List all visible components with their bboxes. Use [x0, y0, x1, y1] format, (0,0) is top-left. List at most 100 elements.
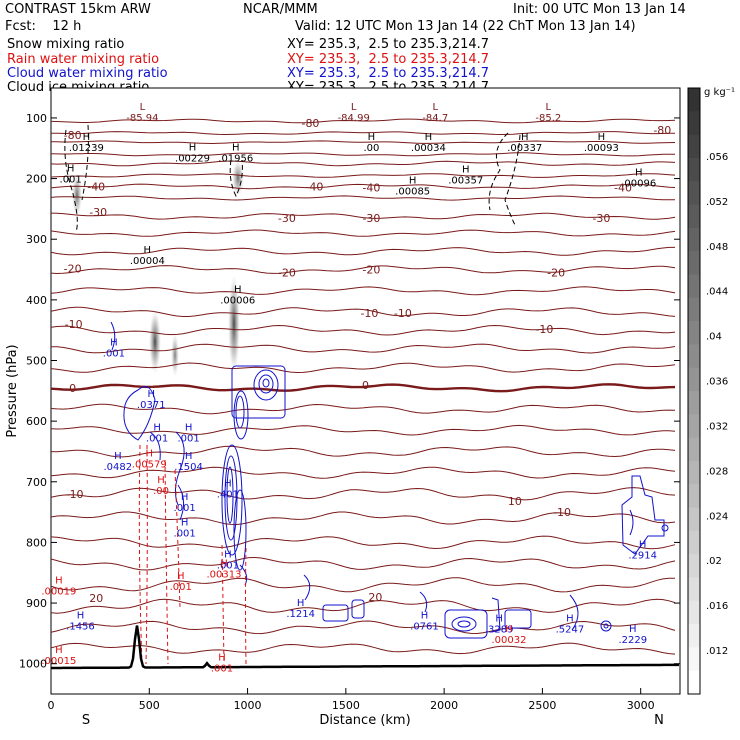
colorbar-swatch	[688, 157, 700, 182]
colorbar-swatch	[688, 251, 700, 275]
colorbar-swatch	[688, 297, 700, 322]
colorbar-label: .016	[706, 601, 728, 612]
extremum-value: .00034	[411, 143, 446, 154]
extremum-marker: H	[55, 576, 63, 587]
colorbar-swatch	[688, 670, 700, 695]
x-tick-label: 1000	[234, 699, 262, 712]
extremum-value: .00313	[206, 570, 241, 581]
cloud-contour	[231, 365, 286, 419]
colorbar-swatch	[688, 134, 700, 159]
y-tick-label: 600	[26, 415, 47, 428]
cloud-contour	[569, 594, 579, 631]
contour-labels: -80 -80 -80 -40 -40 -40 -40 -30 -30 -30 -30 -20 -20 -…	[41, 102, 671, 675]
colorbar-swatch	[688, 391, 700, 415]
xy-rain: XY= 235.3, 2.5 to 235.3,214.7	[287, 52, 490, 67]
ice-contour	[229, 159, 243, 198]
cloud-contour	[253, 369, 279, 401]
isotherm-label: -10	[553, 506, 571, 519]
terrain-line	[51, 625, 679, 670]
extremum-value: .00	[153, 486, 169, 497]
extremum-value: .001	[146, 433, 168, 444]
y-tick-label: 500	[26, 355, 47, 368]
title-center: NCAR/MMM	[243, 2, 318, 17]
x-axis-label: Distance (km)	[319, 713, 410, 728]
cloud-contour	[419, 591, 428, 613]
isotherm	[51, 577, 676, 593]
isotherm	[51, 445, 676, 458]
cloud-contour	[457, 620, 471, 628]
x-tick-label: 2000	[430, 699, 458, 712]
isotherm-label: 20	[89, 592, 103, 605]
extremum-value: .001	[174, 529, 196, 540]
ice-contour	[64, 124, 89, 233]
extremum-marker: L	[432, 102, 438, 113]
isotherm-label: -20	[64, 262, 82, 275]
y-tick-label: 100	[26, 112, 47, 125]
colorbar-label: .04	[706, 332, 722, 343]
rain-contour	[174, 469, 181, 609]
x-axis: 0 500 1000 1500 2000 2500 3000	[48, 688, 655, 712]
extremum-value: -85.94	[126, 113, 158, 124]
extremum-value: .001	[177, 433, 199, 444]
snow-shading	[72, 160, 244, 377]
extremum-value: .00	[363, 143, 379, 154]
extremum-value: .0761	[410, 621, 439, 632]
cloud-contour	[226, 466, 234, 524]
rain-contours	[138, 444, 247, 665]
cloud-water-contours	[110, 321, 669, 639]
colorbar-swatch	[688, 344, 700, 369]
extremum-value: .00229	[175, 154, 210, 165]
isotherm	[51, 343, 676, 354]
extremum-marker: H	[83, 132, 91, 143]
title-left: CONTRAST 15km ARW	[5, 2, 151, 17]
extremum-marker: H	[147, 389, 155, 400]
isotherm-label: -30	[362, 212, 380, 225]
south-label: S	[82, 713, 90, 728]
extremum-marker: H	[232, 143, 240, 154]
y-tick-label: 1000	[19, 658, 47, 671]
cloud-contour	[110, 321, 116, 351]
isotherm	[51, 487, 676, 501]
extremum-marker: H	[181, 492, 189, 503]
extremum-value: -85.2	[535, 113, 561, 124]
isotherm-label: -30	[278, 212, 296, 225]
isotherm	[51, 286, 676, 296]
extremum-marker: H	[521, 132, 529, 143]
extremum-value: .2229	[619, 635, 648, 646]
colorbar-swatch	[688, 204, 700, 229]
extremum-marker: H	[114, 451, 122, 462]
colorbar-swatch	[688, 507, 700, 532]
extremum-value: .001	[170, 582, 192, 593]
y-axis-label: Pressure (hPa)	[5, 344, 20, 437]
cloud-contour	[661, 524, 669, 532]
isotherm	[51, 265, 676, 275]
cloud-contour	[322, 604, 349, 622]
cloud-contour	[177, 484, 184, 521]
colorbar-label: .028	[706, 466, 728, 477]
extremum-value: .00019	[41, 587, 76, 598]
colorbar-swatch	[688, 181, 700, 206]
isotherm-label: 20	[368, 591, 382, 604]
isotherm	[51, 160, 676, 167]
extremum-marker: H	[185, 451, 193, 462]
temperature-isotherms	[51, 118, 676, 655]
isotherm-label: -30	[592, 212, 610, 225]
extremum-marker: H	[153, 422, 161, 433]
extremum-value: .001	[217, 561, 239, 572]
colorbar-label: .052	[706, 197, 728, 208]
isotherm-label: -20	[362, 264, 380, 277]
isotherm-label: 10	[508, 495, 522, 508]
cloud-contour	[262, 378, 270, 388]
extremum-value: .0482	[104, 462, 133, 473]
isotherm	[51, 246, 675, 256]
cloud-contour	[123, 386, 156, 441]
rain-contour	[164, 459, 169, 665]
snow-plume	[149, 310, 161, 374]
rain-contour	[221, 544, 225, 665]
extremum-marker: H	[368, 132, 376, 143]
isotherm	[51, 598, 676, 614]
xy-cloud-water: XY= 235.3, 2.5 to 235.3,214.7	[287, 66, 490, 81]
extremum-marker: H	[224, 479, 232, 490]
isotherm	[51, 424, 676, 436]
isotherm	[51, 535, 676, 550]
